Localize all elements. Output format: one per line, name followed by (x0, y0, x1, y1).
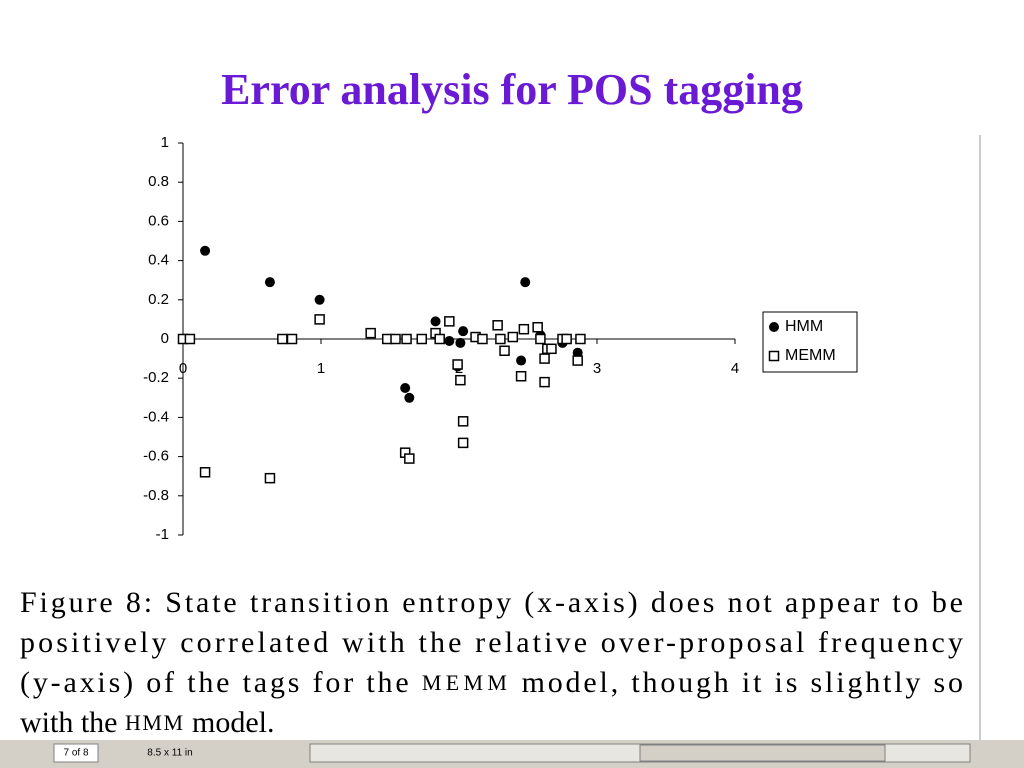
y-tick-label: 1 (161, 134, 169, 151)
caption-text: positively correlated with the relative … (20, 626, 963, 659)
point (572, 355, 583, 366)
legend-box (762, 311, 858, 373)
caption-text: model. (185, 706, 275, 739)
y-tick-label: -0.2 (143, 369, 169, 386)
legend-marker (768, 350, 780, 362)
x-tick-label: 4 (731, 360, 739, 377)
point (365, 327, 376, 339)
slide-title: Error analysis for POS tagging (221, 65, 803, 114)
point (457, 416, 469, 427)
point (561, 333, 572, 345)
point (286, 333, 298, 345)
x-tick-label: 1 (317, 360, 325, 377)
x-tick-label: 0 (179, 360, 187, 377)
y-tick-label: -0.8 (143, 487, 169, 504)
scroll-thumb[interactable] (639, 744, 886, 762)
point (499, 345, 510, 357)
y-tick-label: -1 (156, 526, 169, 543)
caption-text: HMM (125, 710, 185, 735)
point (430, 316, 441, 327)
point (477, 333, 488, 345)
x-tick-label: 3 (593, 360, 601, 377)
point (434, 333, 445, 345)
point (277, 333, 288, 345)
legend-label: HMM (785, 318, 823, 335)
point (400, 383, 411, 393)
point (455, 374, 466, 386)
point (404, 453, 415, 464)
caption-line: positively correlated with the relative … (20, 626, 963, 659)
point (458, 326, 469, 337)
caption-text: Figure 8: State transition entropy (x-ax… (20, 586, 963, 619)
caption-text: (y-axis) of the tags for the (20, 666, 419, 699)
point (200, 245, 211, 256)
point (314, 294, 325, 305)
point (314, 314, 325, 325)
caption-line: Figure 8: State transition entropy (x-ax… (20, 586, 963, 619)
legend-marker (769, 322, 779, 332)
point (390, 333, 401, 345)
point (546, 343, 557, 355)
page-size: 8.5 x 11 in (147, 748, 192, 759)
caption-line: (y-axis) of the tags for the MEMM model,… (20, 666, 963, 699)
point (520, 277, 531, 288)
point (515, 370, 527, 382)
caption: Figure 8: State transition entropy (x-ax… (20, 586, 963, 739)
point (532, 321, 543, 333)
caption-text: with the (20, 706, 125, 739)
point (401, 333, 412, 345)
point (264, 472, 276, 484)
point (457, 437, 469, 449)
y-tick-label: 0.6 (148, 212, 169, 229)
point (539, 376, 550, 388)
point (495, 333, 506, 345)
page-number[interactable]: 7 of 8 (63, 748, 88, 759)
point (416, 333, 427, 345)
point (444, 335, 455, 346)
point (518, 323, 530, 335)
point (535, 333, 546, 345)
y-tick-label: -0.6 (143, 448, 169, 465)
point (572, 347, 583, 358)
caption-line: with the HMM model. (20, 706, 275, 739)
point (575, 333, 586, 345)
point (444, 316, 455, 327)
y-tick-label: 0.4 (148, 252, 169, 269)
point (455, 337, 466, 348)
point (452, 359, 463, 370)
y-tick-label: 0 (161, 330, 169, 347)
y-tick-label: 0.2 (148, 291, 169, 308)
page-box (53, 743, 99, 763)
point (264, 277, 275, 288)
point (404, 392, 415, 403)
caption-text: model, though it is slightly so (511, 666, 963, 699)
caption-text: MEMM (422, 670, 509, 695)
point (184, 333, 196, 345)
y-tick-label: 0.8 (148, 173, 169, 190)
point (199, 467, 211, 478)
point (516, 355, 527, 366)
point (492, 320, 503, 331)
point (539, 353, 550, 364)
legend-label: MEMM (785, 347, 836, 364)
point (507, 331, 519, 343)
y-tick-label: -0.4 (143, 408, 169, 425)
